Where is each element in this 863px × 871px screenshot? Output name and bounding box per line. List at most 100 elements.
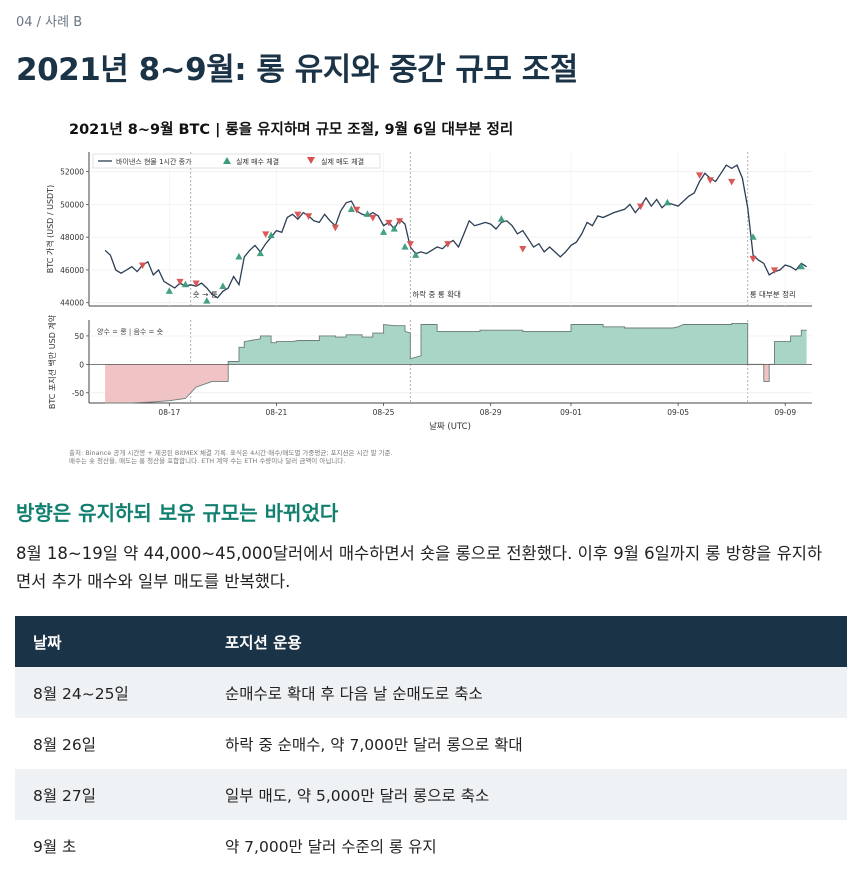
position-y-tick-label: 0 bbox=[79, 360, 84, 369]
row-action: 하락 중 순매수, 약 7,000만 달러 롱으로 확대 bbox=[207, 718, 847, 769]
x-tick-label: 08-25 bbox=[373, 408, 395, 417]
buy-marker bbox=[379, 228, 388, 235]
price-y-tick-label: 46000 bbox=[60, 266, 84, 275]
x-tick-label: 09-01 bbox=[560, 408, 582, 417]
table-header-row: 날짜 포지션 운용 bbox=[15, 616, 847, 667]
sell-marker bbox=[770, 267, 779, 274]
sell-marker bbox=[406, 241, 414, 248]
position-y-tick-label: 50 bbox=[74, 332, 84, 341]
row-date: 8월 24~25일 bbox=[15, 667, 207, 718]
sell-marker bbox=[695, 172, 704, 179]
table-row: 8월 26일 하락 중 순매수, 약 7,000만 달러 롱으로 확대 bbox=[15, 718, 847, 769]
price-panel: 44000 46000 48000 50000 52000 숏 → 롱 하락 중 롱 확대… bbox=[45, 152, 812, 403]
row-date: 8월 27일 bbox=[15, 769, 207, 820]
position-step-line bbox=[105, 322, 807, 404]
sell-marker bbox=[192, 280, 200, 288]
buy-marker bbox=[165, 287, 173, 294]
table-row: 8월 24~25일 순매수로 확대 후 다음 날 순매도로 축소 bbox=[15, 667, 847, 718]
long-area bbox=[105, 323, 807, 365]
event-lines bbox=[190, 152, 749, 403]
sell-marker bbox=[176, 278, 184, 286]
sell-marker bbox=[294, 211, 302, 219]
chart-svg: 2021년 8~9월 BTC | 롱을 유지하며 규모 조절, 9월 6일 대부… bbox=[45, 120, 812, 465]
x-tick-label: 08-17 bbox=[158, 408, 180, 417]
sell-marker bbox=[728, 178, 736, 186]
buy-marker bbox=[663, 198, 671, 206]
event-annotation: 롱 대부분 정리 bbox=[750, 289, 796, 299]
buy-marker bbox=[363, 210, 372, 217]
row-date: 9월 초 bbox=[15, 820, 207, 871]
buy-marker bbox=[749, 233, 757, 240]
buy-marker bbox=[267, 231, 275, 239]
x-tick-label: 09-05 bbox=[667, 408, 689, 417]
x-ticks: 08-17 08-21 08-25 08-29 09-01 09-05 09-09 bbox=[158, 403, 796, 417]
position-panel: -50 0 50 양수 = 롱 | 음수 = 숏 BTC 포지션 백만 USD 계약… bbox=[47, 314, 812, 432]
buy-marker bbox=[412, 251, 420, 258]
legend-sell-swatch bbox=[307, 157, 315, 164]
legend-line-label: 바이낸스 현물 1시간 종가 bbox=[116, 157, 192, 166]
chart-title: 2021년 8~9월 BTC | 롱을 유지하며 규모 조절, 9월 6일 대부… bbox=[69, 120, 513, 138]
position-table: 날짜 포지션 운용 8월 24~25일 순매수로 확대 후 다음 날 순매도로 … bbox=[15, 616, 847, 871]
sell-marker bbox=[385, 219, 393, 227]
source-note-2: 매수는 숏 청산을, 매도는 롱 청산을 포함합니다. ETH 계약 수는 ET… bbox=[69, 456, 345, 465]
price-y-tick-label: 48000 bbox=[60, 233, 84, 242]
x-tick-label: 08-21 bbox=[266, 408, 288, 417]
page-title: 2021년 8~9월: 롱 유지와 중간 규모 조절 bbox=[16, 52, 578, 88]
section-paragraph: 8월 18~19일 약 44,000~45,000달러에서 매수하면서 숏을 롱… bbox=[16, 544, 823, 591]
sell-marker bbox=[749, 255, 757, 263]
position-note: 양수 = 롱 | 음수 = 숏 bbox=[97, 328, 164, 336]
sell-marker bbox=[138, 262, 147, 270]
buy-marker bbox=[401, 243, 409, 250]
sell-marker bbox=[331, 224, 339, 232]
sell-marker bbox=[369, 214, 377, 222]
header-action: 포지션 운용 bbox=[207, 616, 847, 667]
event-annotations: 숏 → 롱 하락 중 롱 확대 롱 대부분 정리 bbox=[193, 289, 796, 299]
sell-marker bbox=[706, 177, 714, 184]
row-action: 순매수로 확대 후 다음 날 순매도로 축소 bbox=[207, 667, 847, 718]
price-y-label: BTC 가격 (USD / USDT) bbox=[45, 185, 55, 273]
legend-buy-swatch bbox=[223, 157, 231, 164]
buy-marker bbox=[203, 297, 211, 304]
buy-marker bbox=[219, 282, 227, 289]
table-row: 9월 초 약 7,000만 달러 수준의 롱 유지 bbox=[15, 820, 847, 871]
table-row: 8월 27일 일부 매도, 약 5,000만 달러 롱으로 축소 bbox=[15, 769, 847, 820]
legend-sell-label: 실제 매도 체결 bbox=[321, 157, 364, 166]
buy-marker bbox=[797, 262, 805, 270]
price-line bbox=[104, 164, 807, 299]
source-note-1: 출처: Binance 공개 시간봉 + 제공된 BitMEX 체결 기록. 표… bbox=[69, 448, 393, 457]
event-annotation: 숏 → 롱 bbox=[193, 290, 218, 299]
eyebrow-label: 04 / 사례 B bbox=[16, 15, 83, 30]
buy-marker bbox=[390, 225, 398, 232]
row-action: 약 7,000만 달러 수준의 롱 유지 bbox=[207, 820, 847, 871]
buy-marker bbox=[181, 280, 189, 288]
row-action: 일부 매도, 약 5,000만 달러 롱으로 축소 bbox=[207, 769, 847, 820]
buy-markers bbox=[165, 198, 805, 304]
sell-marker bbox=[396, 218, 404, 225]
short-area bbox=[105, 364, 807, 403]
buy-marker bbox=[347, 205, 356, 212]
row-date: 8월 26일 bbox=[15, 718, 207, 769]
x-axis-label: 날짜 (UTC) bbox=[429, 421, 471, 432]
sell-marker bbox=[262, 231, 270, 238]
price-y-tick-label: 50000 bbox=[60, 200, 84, 209]
btc-position-chart: 2021년 8~9월 BTC | 롱을 유지하며 규모 조절, 9월 6일 대부… bbox=[40, 112, 825, 472]
x-tick-label: 08-29 bbox=[480, 408, 502, 417]
sell-marker bbox=[444, 241, 452, 248]
position-y-tick-label: -50 bbox=[72, 389, 84, 398]
position-y-ticks: -50 0 50 bbox=[72, 332, 89, 398]
buy-marker bbox=[235, 252, 243, 260]
sell-marker bbox=[519, 246, 527, 253]
section-heading: 방향은 유지하되 보유 규모는 바뀌었다 bbox=[16, 501, 339, 525]
price-legend: 바이낸스 현물 1시간 종가 실제 매수 체결 실제 매도 체결 bbox=[92, 153, 381, 169]
sell-marker bbox=[304, 213, 313, 220]
sell-marker bbox=[637, 203, 645, 211]
price-y-ticks: 44000 46000 48000 50000 52000 bbox=[60, 168, 89, 308]
sell-markers bbox=[138, 172, 779, 288]
price-y-tick-label: 52000 bbox=[60, 168, 84, 177]
legend-buy-label: 실제 매수 체결 bbox=[236, 157, 279, 166]
buy-marker bbox=[256, 249, 264, 257]
header-date: 날짜 bbox=[15, 616, 207, 667]
x-tick-label: 09-09 bbox=[774, 408, 796, 417]
price-y-tick-label: 44000 bbox=[60, 299, 84, 308]
position-y-label: BTC 포지션 백만 USD 계약 bbox=[47, 314, 57, 409]
